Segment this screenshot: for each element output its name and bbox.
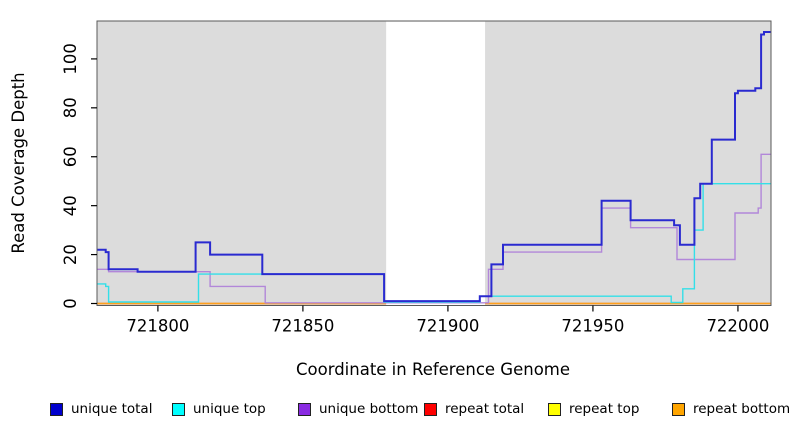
legend-label: unique total: [71, 401, 153, 417]
legend-item-unique-total: unique total: [50, 399, 152, 419]
legend-item-repeat-bottom: repeat bottom: [672, 399, 790, 419]
x-tick-label: 722000: [706, 317, 769, 336]
legend-swatch: [298, 402, 311, 416]
legend-label: repeat total: [445, 401, 525, 417]
legend-swatch: [424, 402, 437, 416]
masked-region: [386, 21, 486, 305]
y-tick-label: 0: [61, 298, 80, 309]
series-line-unique-total: [97, 31, 771, 303]
x-tick-label: 721950: [561, 317, 624, 336]
x-tick-label: 721800: [126, 317, 189, 336]
legend-label: repeat top: [569, 401, 640, 417]
y-tick-label: 40: [61, 195, 80, 216]
legend-swatch: [548, 402, 561, 416]
x-tick-label: 721850: [271, 317, 334, 336]
y-tick-label: 100: [61, 43, 80, 75]
legend-swatch: [172, 402, 185, 416]
legend-label: unique top: [193, 401, 266, 417]
legend-label: repeat bottom: [693, 401, 791, 417]
x-axis-title: Coordinate in Reference Genome: [295, 360, 571, 379]
legend-item-repeat-total: repeat total: [424, 399, 524, 419]
y-axis-title: Read Coverage Depth: [9, 72, 28, 254]
legend-item-unique-top: unique top: [172, 399, 266, 419]
legend-swatch: [672, 402, 685, 416]
x-tick-label: 721900: [416, 317, 479, 336]
y-tick-label: 80: [61, 97, 80, 118]
legend-label: unique bottom: [319, 401, 419, 417]
y-tick-label: 60: [61, 146, 80, 167]
legend: unique total unique top unique bottom repea…: [0, 399, 792, 421]
legend-swatch: [50, 402, 63, 416]
legend-item-unique-bottom: unique bottom: [298, 399, 418, 419]
y-tick-label: 20: [61, 244, 80, 265]
legend-item-repeat-top: repeat top: [548, 399, 639, 419]
plot-border: [96, 20, 772, 306]
